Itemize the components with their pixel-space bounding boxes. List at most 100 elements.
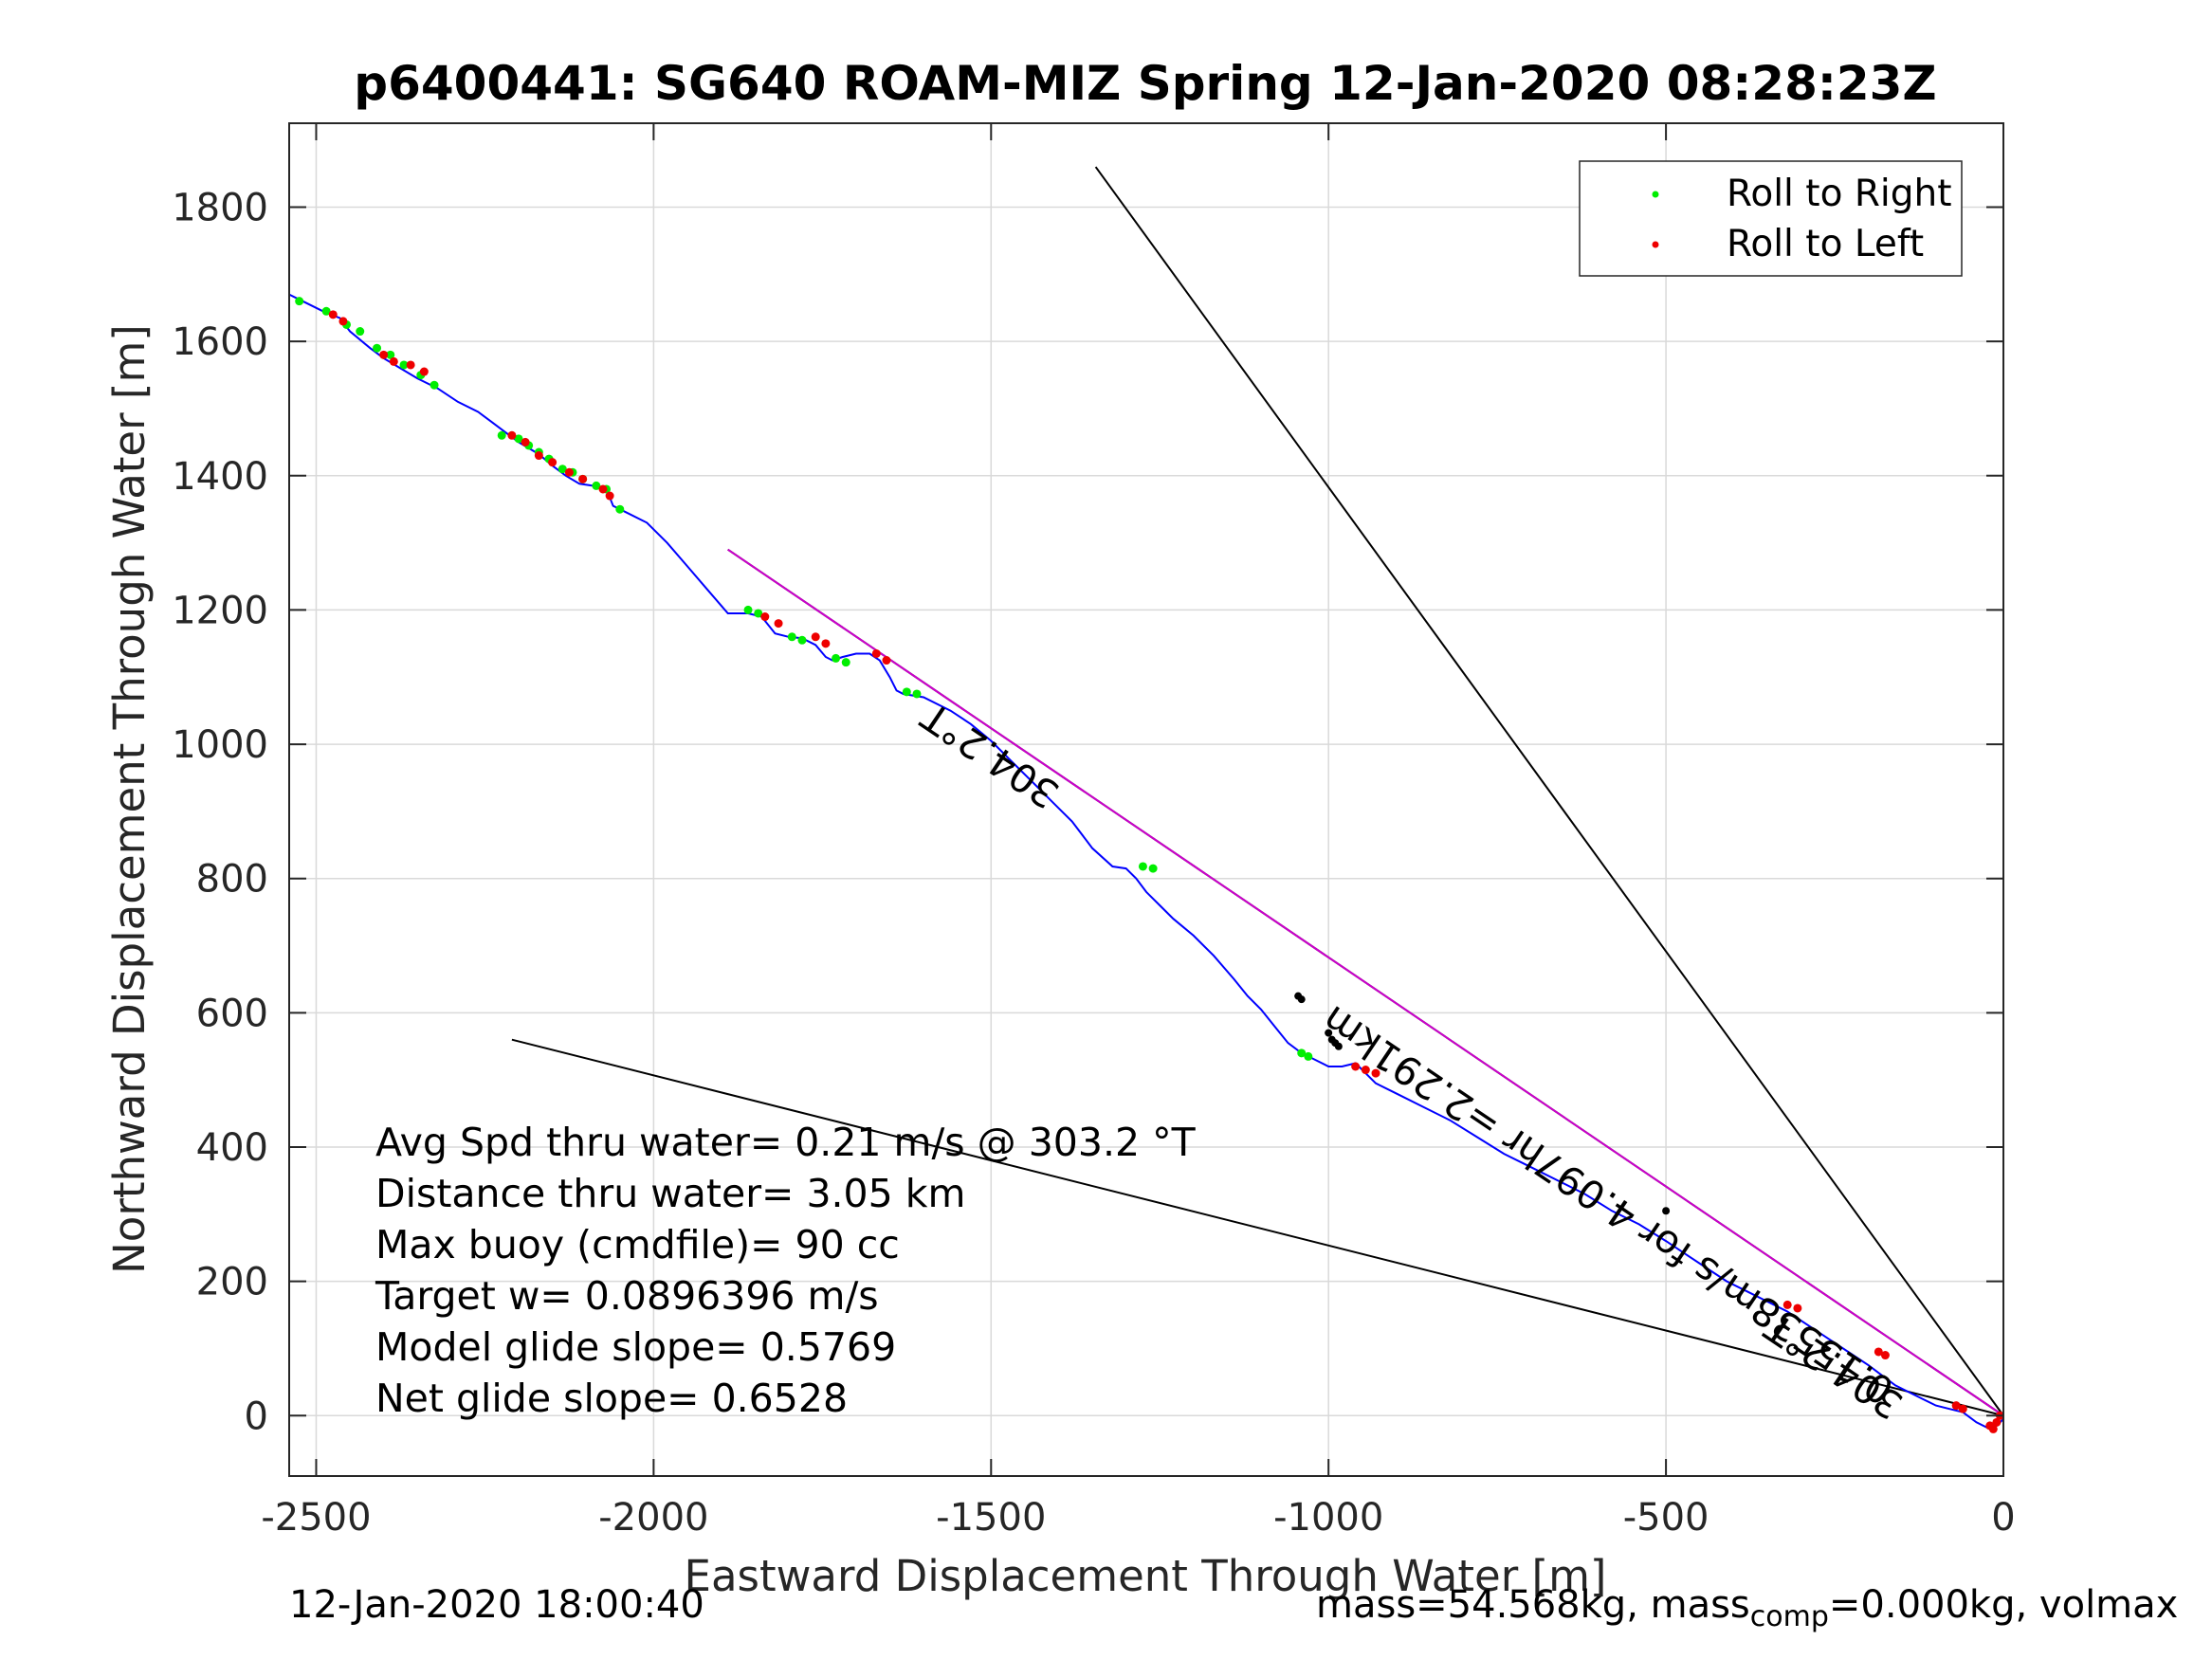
x-axis-label: Eastward Displacement Through Water [m]	[685, 1551, 1607, 1601]
roll-left-point	[507, 430, 517, 440]
roll-left-point	[406, 360, 415, 370]
footer-timestamp: 12-Jan-2020 18:00:40	[289, 1583, 704, 1627]
roll-right-point	[386, 350, 395, 359]
roll-right-point	[832, 653, 841, 663]
x-tick-label: -2500	[261, 1496, 371, 1540]
roll-left-point	[521, 437, 530, 447]
stat-line-4: Model glide slope= 0.5769	[375, 1324, 896, 1370]
roll-left-point	[1958, 1404, 1967, 1413]
legend-marker-roll-right	[1652, 191, 1659, 198]
roll-right-point	[497, 430, 506, 440]
roll-right-point	[787, 632, 796, 642]
x-tick-label: -1500	[936, 1496, 1046, 1540]
plot-area	[289, 123, 2003, 1476]
axis-ticks: -2500 -2000 -1500 -1000 -500 0 0 200 400 600 800 10…	[172, 123, 2016, 1540]
plot-frame	[288, 122, 2004, 1477]
grid-lines	[289, 123, 2004, 1476]
roll-right-point	[1148, 864, 1158, 873]
track-point	[1297, 995, 1306, 1004]
y-tick-label: 200	[196, 1261, 268, 1304]
roll-left-point	[578, 474, 588, 483]
roll-left-point	[548, 458, 558, 467]
roll-right-point	[797, 635, 807, 645]
roll-left-point	[760, 612, 770, 622]
x-tick-label: -1000	[1273, 1496, 1383, 1540]
roll-right-point	[841, 658, 850, 667]
roll-right-point	[615, 504, 625, 514]
x-tick-label: -500	[1623, 1496, 1709, 1540]
roll-right-point	[1297, 1048, 1307, 1058]
roll-right-point	[1304, 1051, 1313, 1061]
roll-right-point	[430, 380, 439, 390]
roll-left-point	[882, 656, 891, 665]
track-point	[1334, 1042, 1343, 1050]
y-tick-label: 1000	[172, 723, 268, 767]
roll-left-point	[534, 451, 543, 461]
y-axis-label: Northward Displacement Through Water [m]	[104, 324, 155, 1274]
roll-right-point	[592, 481, 601, 490]
glider-track-line	[289, 293, 2003, 1431]
roll-left-point	[871, 648, 881, 658]
roll-left-point	[389, 356, 398, 366]
stats-text: Avg Spd thru water= 0.21 m/s @ 303.2 °T D…	[375, 1120, 1197, 1421]
y-tick-label: 600	[196, 992, 268, 1035]
roll-left-point	[821, 639, 831, 648]
roll-left-point	[1992, 1417, 2002, 1427]
roll-right-point	[902, 687, 911, 697]
stat-line-3: Target w= 0.0896396 m/s	[375, 1273, 879, 1319]
roll-right-point	[399, 360, 409, 370]
legend-box	[1579, 160, 1963, 277]
chart-title: p6400441: SG640 ROAM-MIZ Spring 12-Jan-2…	[354, 56, 1936, 111]
roll-left-point	[1351, 1062, 1361, 1071]
y-tick-label: 1400	[172, 455, 268, 499]
track-point	[1325, 1029, 1333, 1037]
roll-left-point	[811, 632, 820, 642]
stat-line-1: Distance thru water= 3.05 km	[375, 1171, 965, 1216]
legend-label-roll-left: Roll to Left	[1727, 223, 1924, 265]
y-tick-label: 1200	[172, 589, 268, 632]
roll-right-point	[321, 306, 331, 316]
y-tick-label: 0	[245, 1395, 268, 1438]
footer-mass-info: mass=54.568kg, masscomp=0.000kg, volmax	[1316, 1583, 2178, 1633]
roll-left-point	[605, 491, 614, 501]
roll-right-point	[514, 434, 523, 444]
reference-line-3	[727, 548, 2003, 1417]
reference-line-0	[1094, 166, 2003, 1416]
roll-left-point	[419, 367, 429, 376]
roll-left-point	[564, 467, 574, 477]
x-tick-label: -2000	[598, 1496, 708, 1540]
y-tick-label: 800	[196, 858, 268, 902]
x-tick-label: 0	[1991, 1496, 2015, 1540]
legend: Roll to Right Roll to Left	[1579, 160, 1963, 277]
stat-line-0: Avg Spd thru water= 0.21 m/s @ 303.2 °T	[375, 1120, 1197, 1165]
roll-left-point	[1874, 1347, 1883, 1357]
y-tick-label: 1600	[172, 320, 268, 364]
y-tick-label: 400	[196, 1126, 268, 1170]
roll-left-point	[774, 619, 783, 629]
y-tick-label: 1800	[172, 187, 268, 230]
roll-left-point	[1951, 1401, 1961, 1411]
series-layer	[289, 166, 2003, 1433]
roll-left-point	[1880, 1351, 1890, 1360]
roll-left-point	[1361, 1066, 1370, 1075]
roll-right-point	[743, 605, 753, 614]
roll-right-point	[373, 343, 382, 353]
footer-mass-main: mass=54.568kg, mass	[1316, 1583, 1750, 1627]
roll-left-point	[1371, 1068, 1380, 1078]
roll-left-point	[379, 350, 389, 359]
reference-line-1	[511, 1038, 2003, 1417]
roll-left-point	[598, 484, 608, 494]
roll-right-point	[356, 327, 365, 337]
roll-left-point	[328, 310, 338, 319]
stat-line-5: Net glide slope= 0.6528	[375, 1376, 848, 1421]
roll-left-point	[1988, 1424, 1998, 1433]
legend-marker-roll-left	[1652, 241, 1659, 248]
footer-mass-tail: =0.000kg, volmax	[1828, 1583, 2179, 1627]
stat-line-2: Max buoy (cmdfile)= 90 cc	[375, 1222, 900, 1267]
track-point	[1662, 1207, 1671, 1215]
roll-right-point	[558, 465, 567, 474]
roll-right-point	[754, 609, 763, 618]
legend-label-roll-right: Roll to Right	[1727, 173, 1952, 215]
roll-right-point	[912, 689, 922, 699]
